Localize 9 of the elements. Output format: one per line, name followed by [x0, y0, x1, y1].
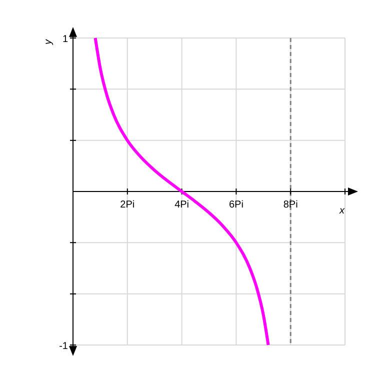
y-tick-label: 1: [62, 34, 68, 45]
x-axis-title: x: [338, 206, 346, 216]
y-axis-title: y: [43, 38, 54, 46]
x-tick-label: 8Pi: [283, 200, 298, 210]
x-tick-label: 2Pi: [120, 200, 135, 210]
y-tick-label: -1: [59, 341, 68, 352]
line-series: [94, 36, 270, 346]
x-tick-label: 6Pi: [228, 200, 244, 210]
x-tick-label: 4Pi: [174, 200, 190, 210]
